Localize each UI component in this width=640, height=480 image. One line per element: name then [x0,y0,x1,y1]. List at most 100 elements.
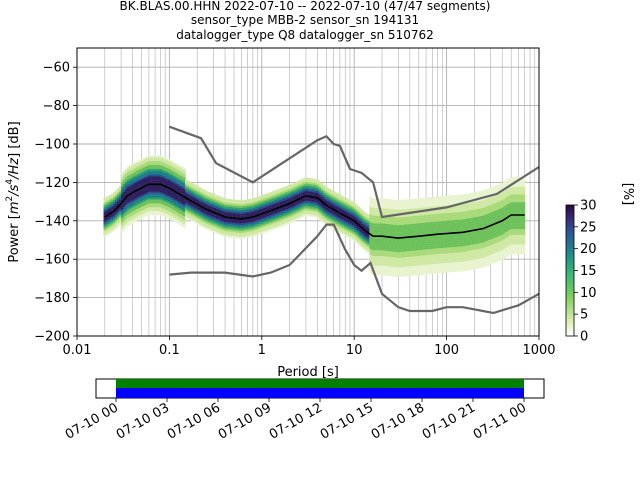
density-cell [167,212,171,215]
density-cell [285,205,289,208]
density-cell [417,225,421,228]
density-cell [443,245,446,248]
density-cell [280,211,283,214]
density-cell [413,221,417,224]
density-cell [212,209,215,212]
density-cell [214,221,217,224]
density-cell [155,159,159,162]
density-cell [423,201,427,204]
density-cell [183,179,186,182]
density-cell [408,243,411,246]
density-cell [120,228,124,231]
density-cell [210,219,213,222]
density-cell [384,208,388,211]
density-cell [386,243,390,246]
density-cell [299,193,303,196]
density-cell [231,218,235,221]
density-cell [214,194,217,197]
density-cell [456,254,460,257]
density-cell [386,233,390,236]
density-cell [245,212,248,215]
density-cell [417,215,421,218]
density-cell [136,212,140,215]
density-cell [122,228,126,231]
density-cell [148,164,151,167]
density-cell [188,210,192,213]
density-cell [289,211,293,214]
density-cell [190,188,194,191]
density-cell [382,236,386,239]
density-cell [452,262,456,265]
density-cell [144,164,147,167]
density-cell [450,268,454,271]
density-cell [371,215,374,218]
density-cell [299,212,303,215]
density-cell [433,215,436,218]
density-cell [450,264,454,267]
density-cell [239,227,242,230]
density-cell [324,211,328,214]
density-cell [297,182,301,185]
density-cell [262,219,266,222]
density-cell [188,212,192,215]
density-cell [375,242,378,245]
density-cell [375,227,378,230]
density-cell [221,201,225,204]
density-cell [194,192,198,195]
density-cell [245,218,248,221]
density-cell [334,203,338,206]
density-cell [437,215,440,218]
density-cell [445,226,448,229]
density-cell [179,198,182,201]
density-cell [450,260,454,263]
density-cell [400,219,403,222]
density-cell [373,204,376,207]
density-cell [410,233,413,236]
density-cell [380,225,384,228]
density-cell [427,268,431,271]
density-cell [132,166,136,169]
density-cell [134,179,138,182]
density-cell [336,224,339,227]
density-cell [456,242,460,245]
density-cell [445,218,448,221]
density-cell [348,236,351,239]
density-cell [138,165,142,168]
density-cell [359,243,363,246]
density-cell [282,206,285,209]
density-cell [379,225,382,228]
density-cell [262,217,266,220]
density-cell [204,219,208,222]
density-cell [365,222,369,225]
density-cell [386,248,390,251]
density-cell [254,222,258,225]
density-cell [311,197,314,200]
density-cell [315,190,318,193]
density-cell [431,260,435,263]
density-cell [217,232,221,235]
density-cell [272,219,275,222]
density-cell [124,223,128,226]
density-cell [266,229,270,232]
density-cell [435,240,438,243]
density-cell [270,220,273,223]
density-cell [155,201,159,204]
density-cell [144,199,147,202]
density-cell [421,228,425,231]
density-cell [159,159,163,162]
density-cell [126,175,130,178]
density-cell [402,215,405,218]
density-cell [450,258,454,261]
density-cell [157,170,161,173]
density-cell [303,183,306,186]
density-cell [315,204,318,207]
density-cell [157,168,161,171]
density-cell [429,220,433,223]
density-cell [441,209,444,212]
density-cell [105,226,109,229]
density-cell [377,207,380,210]
density-cell [443,270,446,273]
density-cell [377,252,380,255]
density-cell [396,238,400,241]
density-cell [305,200,308,203]
